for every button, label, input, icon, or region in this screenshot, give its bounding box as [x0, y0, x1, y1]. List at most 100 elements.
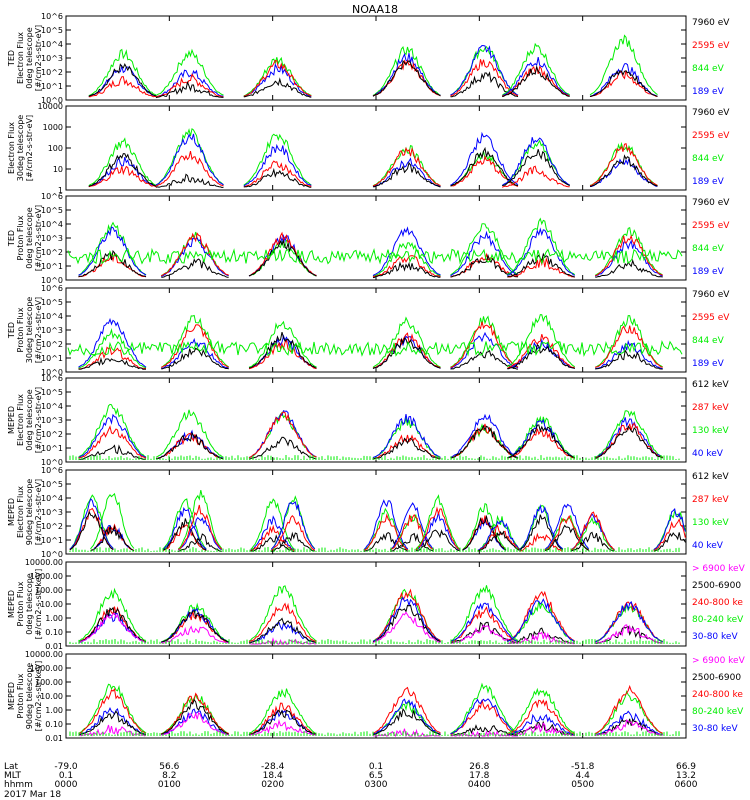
series-line-black	[595, 258, 663, 278]
series-line-black	[178, 533, 222, 552]
y-axis-label: 30deg telescope	[25, 297, 34, 364]
series-line-green	[372, 242, 441, 277]
series-line-blue	[595, 710, 663, 736]
series-line-green	[501, 42, 570, 96]
series-line-green-background	[67, 339, 683, 358]
series-line-blue	[155, 133, 224, 186]
series-line-black	[502, 149, 570, 187]
x-tick-label-mlt: 4.4	[576, 771, 591, 781]
y-tick-label: 100.00	[35, 678, 63, 687]
series-group	[69, 682, 680, 738]
x-tick-label-hhmm: 0300	[365, 780, 388, 790]
y-tick-label: 0.01	[45, 734, 63, 743]
legend-entry: 2595 eV	[692, 41, 730, 51]
y-tick-label: 10^4	[41, 312, 63, 321]
x-row-label: MLT	[4, 771, 22, 781]
y-tick-label: 10^0	[41, 458, 63, 467]
series-line-black	[450, 424, 519, 459]
series-line-green	[162, 498, 207, 550]
series-line-blue	[415, 512, 460, 551]
series-line-red	[589, 70, 658, 97]
y-tick-label: 10^0	[41, 96, 63, 105]
y-axis-label: TED	[7, 230, 16, 247]
y-tick-label: 1000.00	[30, 572, 63, 581]
series-line-red	[570, 511, 615, 551]
legend-entry: 844 eV	[692, 154, 725, 164]
panel-5: 10^0 10^1 10^2 10^3 10^4 10^5 10^6 MEPED Electro…	[7, 374, 729, 467]
series-floor	[69, 731, 680, 736]
legend-entry: 189 eV	[692, 359, 725, 369]
series-line-black	[161, 258, 229, 278]
series-line-red	[507, 590, 576, 642]
series-line-blue	[372, 596, 441, 643]
series-line-blue	[507, 598, 575, 643]
series-line-red	[78, 688, 147, 735]
series-line-black	[595, 425, 663, 459]
series-line-red	[88, 165, 157, 188]
series-line-black	[248, 239, 317, 277]
x-tick-label-hhmm: 0100	[158, 780, 181, 790]
y-tick-label: 1.00	[45, 614, 63, 623]
series-line-black	[653, 532, 686, 552]
series-line-black	[390, 532, 434, 552]
x-tick-label-lat: -51.8	[571, 762, 595, 772]
series-line-black	[78, 606, 147, 643]
chart-title: NOAA18	[352, 3, 398, 16]
x-tick-label-hhmm: 0600	[675, 780, 698, 790]
series-group	[88, 127, 658, 189]
series-line-blue	[595, 339, 663, 370]
y-axis-label: [#/cm2-s-str-eV]	[25, 115, 34, 181]
series-floor	[69, 639, 680, 644]
series-line-blue	[507, 713, 575, 736]
series-line-black	[90, 524, 135, 552]
y-tick-label: 10^6	[41, 12, 63, 21]
legend-entry: 189 eV	[692, 87, 725, 97]
series-line-red	[653, 518, 686, 551]
series-line-green	[507, 687, 575, 734]
legend-entry: 189 eV	[692, 267, 725, 277]
series-line-blue	[450, 131, 519, 186]
series-line-blue	[78, 226, 147, 276]
series-line-red	[507, 699, 576, 735]
y-axis-label: 0deg telescope	[25, 389, 34, 450]
legend-entry: 2595 eV	[692, 131, 730, 141]
y-tick-label: 10^3	[41, 54, 63, 63]
series-line-magenta	[595, 624, 663, 644]
legend-entry: > 6900 keV	[692, 564, 746, 574]
x-tick-label-hhmm: 0000	[55, 780, 78, 790]
series-line-blue	[450, 331, 519, 369]
series-line-green	[372, 316, 441, 368]
x-tick-label-mlt: 17.8	[469, 771, 489, 781]
series-line-blue	[389, 502, 434, 550]
series-line-green-background	[67, 247, 683, 265]
x-tick-label-lat: 0.1	[369, 762, 383, 772]
series-line-green	[155, 48, 224, 97]
series-line-red	[250, 524, 295, 552]
series-line-green	[594, 226, 663, 276]
y-tick-label: 10^2	[41, 522, 63, 531]
legend-entry: 612 keV	[692, 380, 729, 390]
y-axis-label: Electron Flux	[16, 486, 25, 538]
legend-entry: 2500-6900	[692, 673, 741, 683]
series-line-magenta	[372, 728, 441, 738]
legend-entry: 189 eV	[692, 177, 725, 187]
y-tick-label: 100.00	[35, 586, 63, 595]
y-tick-label: 10^4	[41, 40, 63, 49]
series-line-blue	[372, 52, 441, 97]
series-line-blue	[501, 137, 570, 186]
series-line-red	[155, 73, 224, 98]
series-line-red	[477, 524, 522, 552]
series-line-black	[373, 161, 441, 188]
series-line-black	[477, 530, 522, 552]
y-axis-label: 0deg telescope	[25, 573, 34, 634]
series-line-black	[78, 444, 147, 461]
series-line-black	[415, 529, 460, 552]
legend-entry: 7960 eV	[692, 108, 730, 118]
y-tick-label: 10^3	[41, 508, 63, 517]
series-group	[69, 585, 680, 646]
y-tick-label: 10^3	[41, 234, 63, 243]
legend-entry: 287 keV	[692, 495, 729, 505]
series-line-black	[161, 698, 229, 735]
legend-entry: 7960 eV	[692, 290, 730, 300]
series-line-black	[248, 617, 317, 644]
